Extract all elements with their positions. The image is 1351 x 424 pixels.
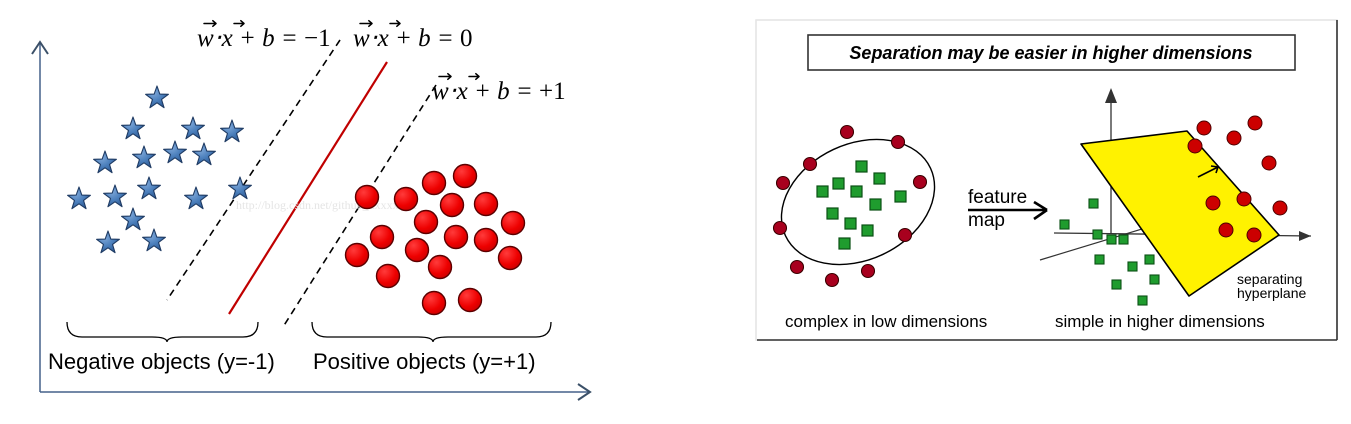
svg-text:w⋅x + b = 0: w⋅x + b = 0 <box>353 25 472 52</box>
svg-text:hyperplane: hyperplane <box>1237 285 1306 301</box>
svg-text:Positive objects (y=+1): Positive objects (y=+1) <box>313 349 536 374</box>
svg-text:http://blog.csdn.net/github_xx: http://blog.csdn.net/github_xxxxxxxx <box>236 198 417 212</box>
svg-text:w⋅x + b = +1: w⋅x + b = +1 <box>432 78 566 105</box>
svg-text:Separation may be easier in hi: Separation may be easier in higher dimen… <box>849 43 1252 63</box>
svg-text:complex in low dimensions: complex in low dimensions <box>785 312 987 331</box>
svg-text:w⋅x + b = −1: w⋅x + b = −1 <box>197 25 331 52</box>
svg-text:simple in higher dimensions: simple in higher dimensions <box>1055 312 1265 331</box>
svg-text:map: map <box>968 210 1005 231</box>
svg-text:feature: feature <box>968 187 1027 208</box>
svg-text:Negative objects (y=-1): Negative objects (y=-1) <box>48 349 275 374</box>
